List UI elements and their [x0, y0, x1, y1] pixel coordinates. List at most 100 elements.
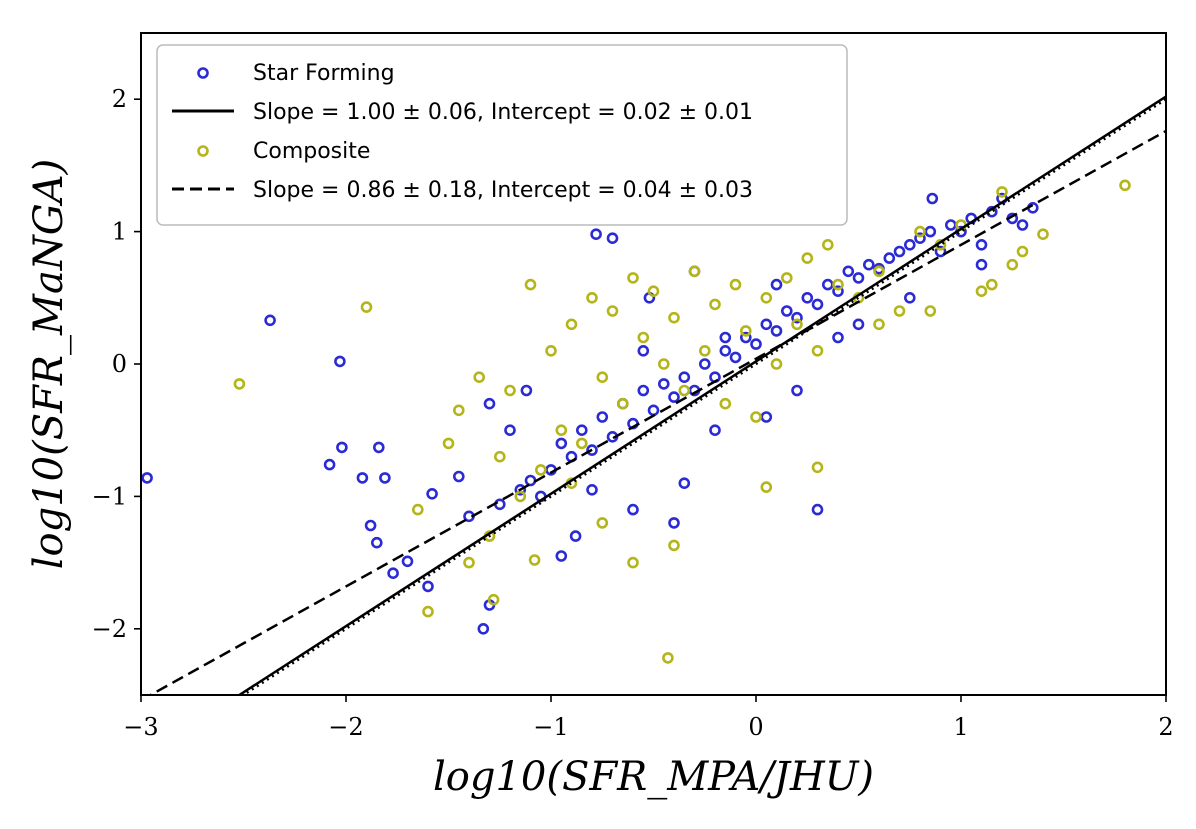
data-point: [668, 391, 680, 403]
data-point: [662, 652, 674, 664]
data-point: [668, 539, 680, 552]
legend-label: Composite: [253, 139, 370, 164]
data-point: [514, 483, 527, 496]
y-axis-label: log10(SFR_MaNGA): [26, 159, 72, 570]
data-point: [801, 291, 814, 304]
data-point: [729, 351, 742, 364]
data-point: [1016, 219, 1029, 231]
data-point: [575, 424, 588, 437]
data-point: [379, 472, 391, 484]
data-point: [914, 225, 926, 238]
data-point: [903, 239, 916, 251]
legend-label: Slope = 0.86 ± 0.18, Intercept = 0.04 ± …: [253, 178, 753, 203]
data-point: [780, 305, 793, 317]
data-point: [575, 437, 588, 450]
data-point: [1037, 228, 1049, 240]
legend-box: [156, 44, 848, 226]
data-point: [647, 285, 660, 298]
data-point: [534, 464, 547, 476]
data-point: [336, 441, 348, 454]
fit-line-solid: [237, 95, 1166, 695]
data-point: [770, 358, 783, 370]
data-point: [586, 291, 598, 304]
data-point: [596, 411, 609, 423]
data-point: [422, 580, 434, 593]
data-point: [678, 477, 691, 490]
data-point: [760, 318, 773, 331]
data-point: [504, 424, 516, 437]
data-point: [528, 554, 541, 566]
x-axis-label: log10(SFR_MPA/JHU): [433, 754, 874, 800]
data-point: [729, 278, 742, 291]
data-point: [934, 245, 947, 258]
data-point: [791, 311, 803, 324]
data-point: [356, 472, 369, 484]
data-point: [668, 517, 680, 529]
data-point: [852, 318, 865, 331]
data-point: [750, 411, 762, 423]
data-point: [914, 232, 926, 244]
data-point: [360, 301, 373, 313]
data-point: [627, 503, 639, 516]
data-point: [719, 397, 732, 410]
data-point: [852, 272, 865, 284]
data-point: [387, 567, 399, 580]
data-point: [668, 311, 680, 324]
data-point: [637, 384, 650, 397]
data-point: [555, 424, 568, 437]
data-point: [141, 472, 153, 484]
data-point: [811, 461, 824, 474]
y-tick-label: 0: [112, 350, 127, 378]
data-point: [401, 555, 414, 568]
data-point: [760, 291, 773, 304]
series-composite: [233, 179, 1131, 664]
x-tick-label: −2: [328, 713, 363, 741]
data-point: [862, 258, 875, 271]
data-point: [801, 252, 814, 264]
data-point: [926, 192, 939, 205]
data-point: [473, 371, 486, 384]
plot-content: [141, 95, 1166, 695]
data-point: [657, 378, 670, 390]
data-point: [750, 338, 762, 350]
x-tick-label: 0: [748, 713, 763, 741]
data-point: [545, 344, 557, 357]
data-point: [657, 358, 670, 370]
data-point: [1016, 245, 1029, 258]
legend-marker-circle: [197, 145, 209, 157]
data-point: [452, 470, 465, 483]
y-tick-label: 2: [112, 85, 127, 113]
data-point: [606, 232, 619, 244]
data-point: [811, 344, 824, 357]
data-point: [555, 550, 568, 562]
data-point: [1119, 179, 1131, 192]
legend-label: Slope = 1.00 ± 0.06, Intercept = 0.02 ± …: [253, 100, 753, 125]
y-tick-label: −2: [92, 615, 127, 643]
data-point: [791, 318, 803, 331]
data-point: [370, 536, 383, 549]
data-point: [590, 228, 602, 240]
data-point: [520, 384, 533, 397]
data-point: [780, 272, 793, 284]
data-point: [637, 331, 650, 344]
data-point: [924, 305, 937, 317]
data-point: [698, 344, 711, 357]
data-point: [832, 278, 844, 291]
data-point: [483, 397, 496, 410]
data-point: [487, 593, 500, 606]
data-point: [719, 344, 732, 357]
data-point: [842, 265, 855, 278]
data-point: [637, 344, 650, 357]
data-point: [811, 503, 824, 516]
data-point: [586, 444, 598, 456]
data-point: [873, 318, 885, 331]
data-point: [334, 355, 346, 368]
data-point: [811, 298, 824, 311]
x-tick-label: 2: [1158, 713, 1173, 741]
data-point: [985, 278, 998, 291]
data-point: [606, 305, 619, 317]
data-point: [821, 239, 834, 251]
data-point: [411, 503, 424, 516]
data-point: [233, 378, 246, 390]
